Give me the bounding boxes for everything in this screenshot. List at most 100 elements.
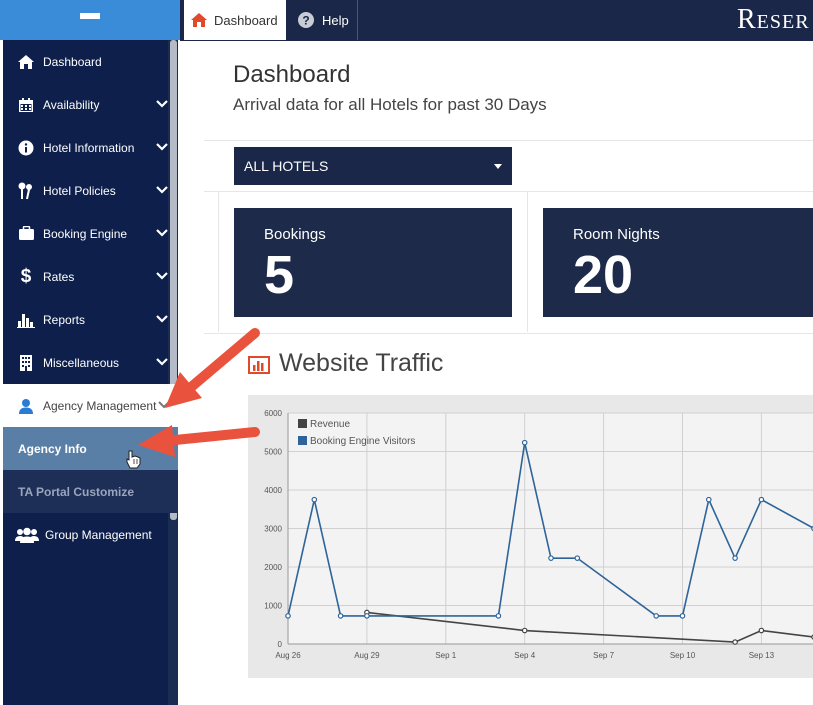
dollar-icon: $ bbox=[20, 265, 32, 287]
series-line bbox=[287, 442, 813, 617]
bar-chart-icon bbox=[248, 356, 270, 374]
divider bbox=[218, 192, 219, 332]
users-icon bbox=[15, 526, 39, 544]
y-tick-label: 3000 bbox=[264, 525, 282, 534]
x-tick-label: Sep 10 bbox=[670, 651, 696, 660]
chevron-down-icon bbox=[156, 315, 168, 323]
brand-logo: Reser bbox=[737, 4, 810, 35]
stat-value: 20 bbox=[573, 245, 634, 305]
data-point bbox=[364, 613, 370, 619]
data-point bbox=[495, 613, 502, 619]
data-point bbox=[758, 627, 765, 634]
legend-label: Booking Engine Visitors bbox=[310, 436, 415, 447]
sidebar-item-rates[interactable]: $ Rates bbox=[3, 255, 168, 298]
y-tick-label: 2000 bbox=[264, 563, 282, 572]
stat-card-bookings: Bookings 5 bbox=[234, 208, 512, 317]
chevron-down-icon bbox=[156, 186, 168, 194]
x-tick-label: Aug 26 bbox=[275, 651, 301, 660]
y-tick-label: 4000 bbox=[264, 486, 282, 495]
x-tick-label: Aug 29 bbox=[354, 651, 380, 660]
sidebar-subitem-ta-portal-customize[interactable]: TA Portal Customize bbox=[3, 470, 178, 513]
hotel-select-value: ALL HOTELS bbox=[244, 158, 329, 174]
sidebar-item-group-management[interactable]: Group Management bbox=[3, 513, 168, 556]
data-point bbox=[679, 613, 686, 619]
data-point bbox=[705, 496, 712, 503]
legend-swatch bbox=[298, 419, 307, 428]
bar-chart-icon bbox=[17, 311, 35, 329]
sidebar-item-dashboard[interactable]: Dashboard bbox=[3, 40, 168, 83]
divider bbox=[204, 333, 813, 334]
hotel-select[interactable]: ALL HOTELS bbox=[234, 147, 512, 185]
hamburger-icon bbox=[80, 13, 100, 27]
sidebar-subitem-label: TA Portal Customize bbox=[18, 484, 135, 499]
sidebar-item-label: Group Management bbox=[45, 527, 152, 542]
sidebar-item-agency-management[interactable]: Agency Management bbox=[3, 384, 178, 427]
sidebar-item-label: Rates bbox=[43, 269, 75, 284]
page-title: Dashboard bbox=[233, 61, 351, 88]
stat-card-room-nights: Room Nights 20 bbox=[543, 208, 813, 317]
traffic-chart-svg: 0 1000 2000 3000 4000 5000 6000 Aug 26 Aug 29 Sep… bbox=[264, 409, 813, 660]
data-point bbox=[285, 613, 291, 619]
x-tick-label: Sep 1 bbox=[435, 651, 456, 660]
y-tick-label: 1000 bbox=[264, 602, 282, 611]
sidebar-item-label: Reports bbox=[43, 312, 86, 327]
info-icon bbox=[17, 139, 35, 157]
chevron-down-icon bbox=[156, 229, 168, 237]
tab-help[interactable]: ? Help bbox=[287, 0, 358, 40]
sidebar-item-booking-engine[interactable]: Booking Engine bbox=[3, 212, 168, 255]
y-tick-label: 0 bbox=[278, 640, 283, 649]
data-point bbox=[521, 439, 528, 446]
legend-label: Revenue bbox=[310, 419, 350, 430]
y-tick-label: 6000 bbox=[264, 409, 282, 418]
sidebar-subitem-agency-info[interactable]: Agency Info bbox=[3, 427, 178, 470]
sidebar-item-miscellaneous[interactable]: Miscellaneous bbox=[3, 341, 168, 384]
chevron-down-icon bbox=[156, 143, 168, 151]
chevron-down-icon bbox=[158, 401, 170, 409]
y-tick-label: 5000 bbox=[264, 448, 282, 457]
x-tick-label: Sep 4 bbox=[514, 651, 535, 660]
sidebar-item-label: Dashboard bbox=[43, 54, 102, 69]
sidebar-item-label: Hotel Information bbox=[43, 140, 135, 155]
tab-dashboard[interactable]: Dashboard bbox=[184, 0, 286, 40]
data-point bbox=[337, 613, 344, 619]
menu-toggle-button[interactable] bbox=[0, 0, 180, 40]
data-point bbox=[548, 555, 554, 561]
data-point bbox=[574, 555, 581, 561]
chevron-down-icon bbox=[156, 272, 168, 280]
keys-icon bbox=[17, 182, 35, 200]
home-icon bbox=[191, 13, 207, 27]
sidebar-item-hotel-information[interactable]: Hotel Information bbox=[3, 126, 168, 169]
home-icon bbox=[17, 53, 35, 71]
tab-label: Help bbox=[322, 12, 349, 28]
stat-label: Room Nights bbox=[573, 226, 660, 243]
briefcase-icon bbox=[17, 225, 35, 243]
chevron-down-icon bbox=[156, 358, 168, 366]
svg-text:?: ? bbox=[302, 14, 309, 28]
arrow-to-agency-management bbox=[185, 328, 260, 393]
sidebar-subitem-label: Agency Info bbox=[18, 441, 87, 456]
data-point bbox=[758, 496, 765, 503]
page-subtitle: Arrival data for all Hotels for past 30 … bbox=[233, 95, 547, 114]
sidebar-item-hotel-policies[interactable]: Hotel Policies bbox=[3, 169, 168, 212]
data-point bbox=[653, 613, 660, 619]
sidebar-scroll-thumb[interactable] bbox=[170, 40, 177, 520]
data-point bbox=[311, 496, 318, 503]
sidebar-item-label: Miscellaneous bbox=[43, 355, 120, 370]
stat-label: Bookings bbox=[264, 226, 326, 243]
divider bbox=[204, 140, 813, 141]
sidebar-item-label: Agency Management bbox=[43, 398, 157, 413]
calendar-icon bbox=[17, 96, 35, 114]
section-title: Website Traffic bbox=[279, 349, 444, 377]
caret-down-icon bbox=[494, 164, 502, 169]
sidebar-item-availability[interactable]: Availability bbox=[3, 83, 168, 126]
tab-label: Dashboard bbox=[214, 12, 278, 28]
data-point bbox=[521, 627, 528, 634]
chevron-down-icon bbox=[156, 100, 168, 108]
sidebar-item-label: Hotel Policies bbox=[43, 183, 116, 198]
sidebar-item-label: Availability bbox=[43, 97, 100, 112]
divider bbox=[204, 191, 813, 192]
stat-value: 5 bbox=[264, 245, 295, 305]
traffic-chart: 0 1000 2000 3000 4000 5000 6000 Aug 26 Aug 29 Sep… bbox=[248, 395, 813, 678]
sidebar-item-reports[interactable]: Reports bbox=[3, 298, 168, 341]
